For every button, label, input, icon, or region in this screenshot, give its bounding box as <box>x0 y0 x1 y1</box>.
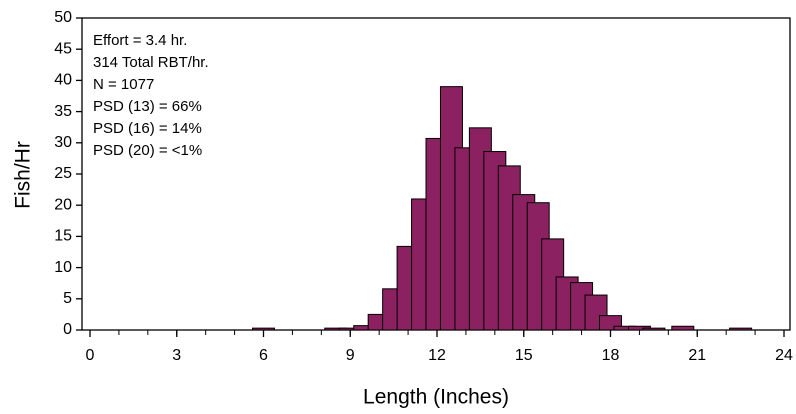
x-tick-label: 18 <box>602 347 620 364</box>
x-tick-label: 9 <box>346 347 355 364</box>
y-tick-label: 5 <box>63 290 72 307</box>
bar <box>642 327 666 331</box>
y-tick-label: 0 <box>63 321 72 338</box>
y-tick-label: 50 <box>54 9 72 26</box>
x-axis-title: Length (Inches) <box>363 386 509 409</box>
y-axis-title: Fish/Hr <box>12 141 35 209</box>
x-tick-label: 21 <box>688 347 706 364</box>
x-tick-label: 24 <box>775 347 793 364</box>
x-tick-label: 6 <box>259 347 268 364</box>
y-tick-label: 45 <box>54 40 72 57</box>
annotation: PSD (13) = 66% <box>93 98 202 115</box>
y-tick-label: 35 <box>54 103 72 120</box>
annotation: PSD (16) = 14% <box>93 120 202 137</box>
annotation: N = 1077 <box>93 76 154 93</box>
annotation: PSD (20) = <1% <box>93 142 202 159</box>
x-tick-label: 3 <box>172 347 181 364</box>
annotation: Effort = 3.4 hr. <box>93 32 187 49</box>
bar <box>252 327 275 331</box>
x-tick-label: 12 <box>428 347 446 364</box>
y-tick-label: 15 <box>54 228 72 245</box>
y-tick-label: 25 <box>54 165 72 182</box>
x-tick-label: 0 <box>86 347 95 364</box>
x-tick-label: 15 <box>515 347 533 364</box>
annotation: 314 Total RBT/hr. <box>93 54 209 71</box>
y-tick-label: 20 <box>54 196 72 213</box>
y-tick-label: 10 <box>54 259 72 276</box>
y-tick-label: 40 <box>54 72 72 89</box>
y-tick-label: 30 <box>54 134 72 151</box>
bar <box>729 327 753 331</box>
bar <box>671 325 695 331</box>
